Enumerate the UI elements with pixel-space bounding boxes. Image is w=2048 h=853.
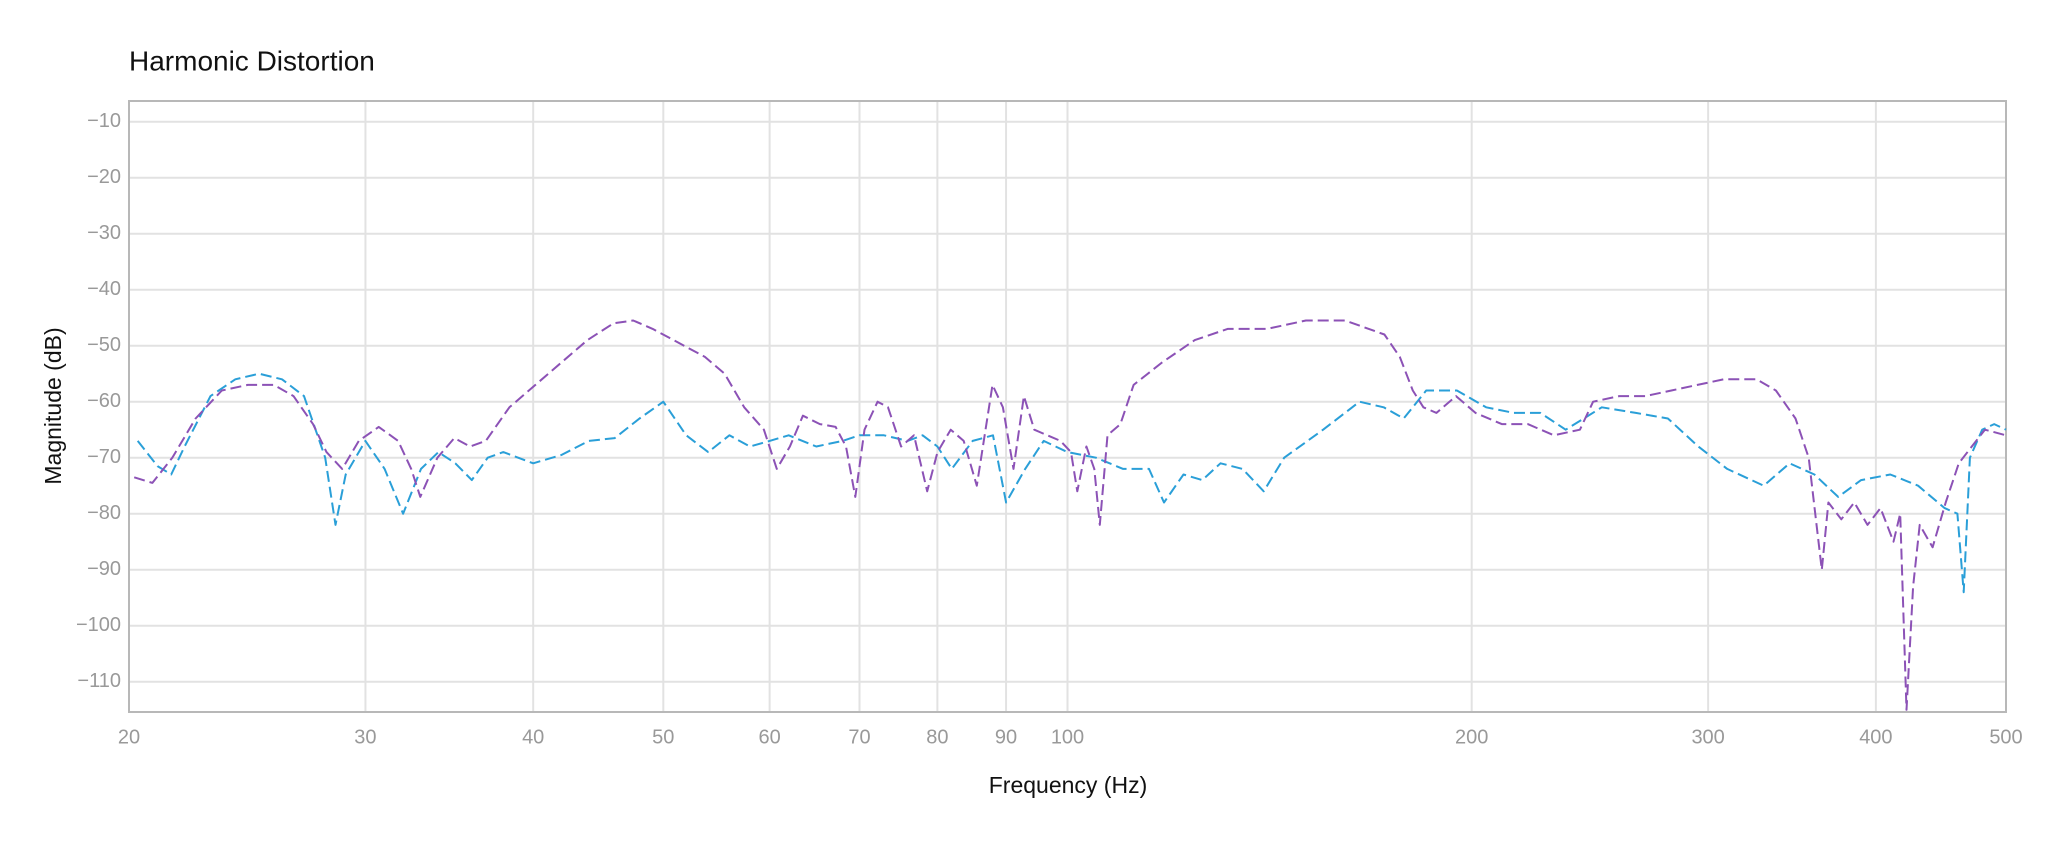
x-tick-label: 40 [522,726,544,748]
series-line [136,372,2007,594]
x-axis-label: Frequency (Hz) [989,772,1147,798]
x-tick-label: 100 [1051,726,1084,748]
x-tick-label: 500 [1989,726,2022,748]
y-tick-label: −110 [77,670,121,692]
x-tick-label: 50 [652,726,674,748]
x-tick-label: 90 [995,726,1017,748]
y-tick-label: −90 [87,558,121,580]
chart-title: Harmonic Distortion [129,45,375,76]
y-tick-label: −10 [87,110,121,132]
y-tick-label: −100 [76,614,121,636]
y-tick-label: −40 [87,278,121,300]
x-tick-label: 30 [354,726,376,748]
x-tick-label: 400 [1859,726,1892,748]
y-tick-label: −70 [87,446,121,468]
y-tick-label: −50 [87,334,121,356]
x-tick-label: 60 [759,726,781,748]
plot-border [128,100,2007,713]
x-tick-label: 300 [1691,726,1724,748]
y-tick-label: −80 [87,502,121,524]
y-axis-label: Magnitude (dB) [40,327,66,484]
y-tick-label: −30 [87,222,121,244]
y-tick-label: −60 [87,390,121,412]
x-tick-label: 20 [118,726,140,748]
x-tick-label: 70 [848,726,870,748]
y-tick-label: −20 [87,166,121,188]
series-line [133,319,2007,711]
x-tick-label: 80 [926,726,948,748]
x-tick-label: 200 [1455,726,1488,748]
